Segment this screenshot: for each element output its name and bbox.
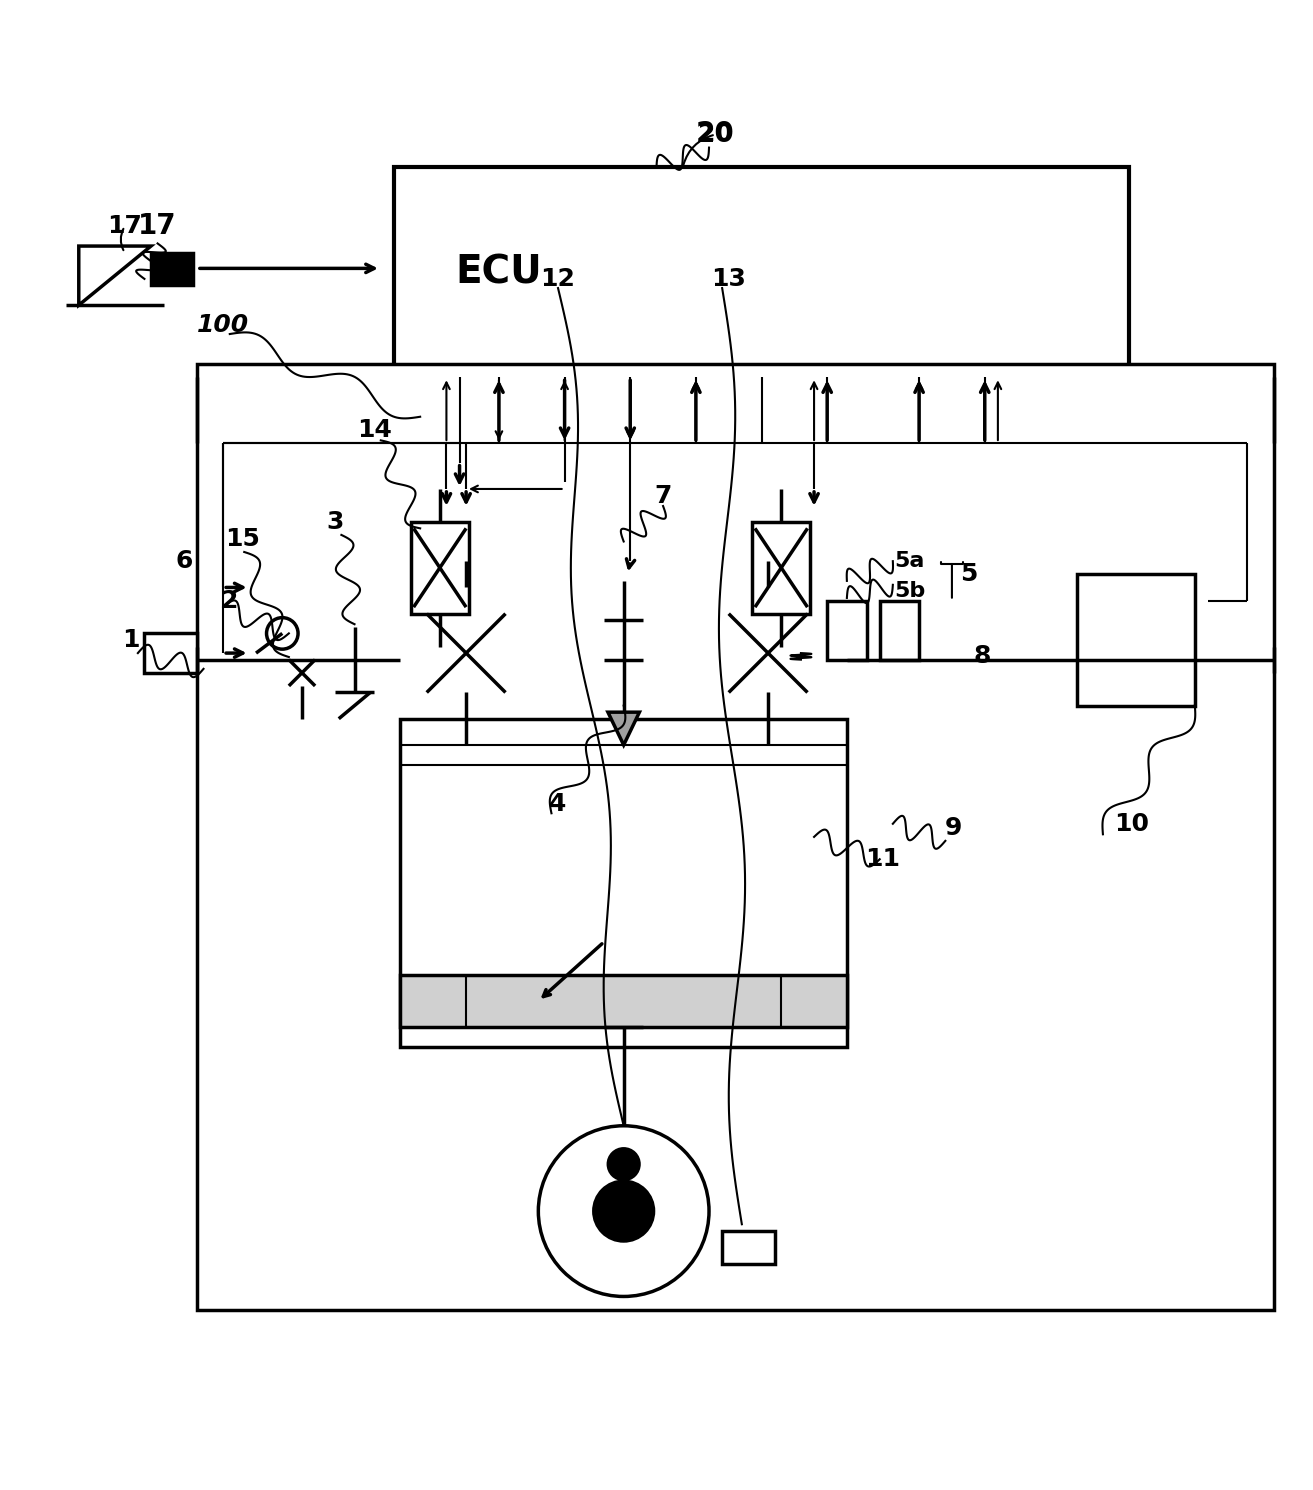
Text: 12: 12 bbox=[541, 267, 575, 291]
Text: 4: 4 bbox=[549, 793, 567, 817]
Bar bbox=[400, 974, 847, 1027]
Bar bbox=[880, 600, 919, 660]
Bar bbox=[394, 167, 1129, 377]
Text: 10: 10 bbox=[1115, 812, 1149, 836]
Circle shape bbox=[608, 1149, 639, 1180]
Text: 5a: 5a bbox=[894, 551, 926, 571]
Text: 5b: 5b bbox=[894, 581, 926, 602]
Text: 5: 5 bbox=[960, 562, 978, 586]
Bar bbox=[1077, 574, 1195, 706]
Bar bbox=[151, 253, 193, 286]
Bar bbox=[400, 718, 847, 1047]
Text: 3: 3 bbox=[326, 510, 344, 533]
Text: 20: 20 bbox=[699, 122, 733, 146]
Text: 8: 8 bbox=[973, 644, 991, 668]
Text: 14: 14 bbox=[357, 417, 391, 443]
Text: 1: 1 bbox=[122, 627, 140, 653]
Text: 7: 7 bbox=[654, 484, 672, 508]
Text: 11: 11 bbox=[865, 848, 899, 872]
Text: 100: 100 bbox=[197, 313, 249, 337]
Text: 6: 6 bbox=[175, 550, 193, 574]
Bar bbox=[197, 364, 1274, 1310]
Text: 13: 13 bbox=[712, 267, 746, 291]
Bar bbox=[144, 633, 197, 673]
Polygon shape bbox=[608, 712, 639, 745]
Text: 9: 9 bbox=[944, 815, 962, 840]
Text: 17: 17 bbox=[138, 213, 177, 240]
Bar bbox=[411, 522, 469, 614]
Circle shape bbox=[593, 1182, 654, 1241]
Text: ECU: ECU bbox=[456, 253, 542, 292]
Bar bbox=[827, 600, 867, 660]
Bar bbox=[752, 522, 810, 614]
Text: 20: 20 bbox=[696, 121, 735, 149]
Bar bbox=[722, 1231, 775, 1264]
Text: 15: 15 bbox=[226, 527, 260, 551]
Text: 17: 17 bbox=[108, 215, 142, 238]
Text: 2: 2 bbox=[221, 589, 239, 612]
